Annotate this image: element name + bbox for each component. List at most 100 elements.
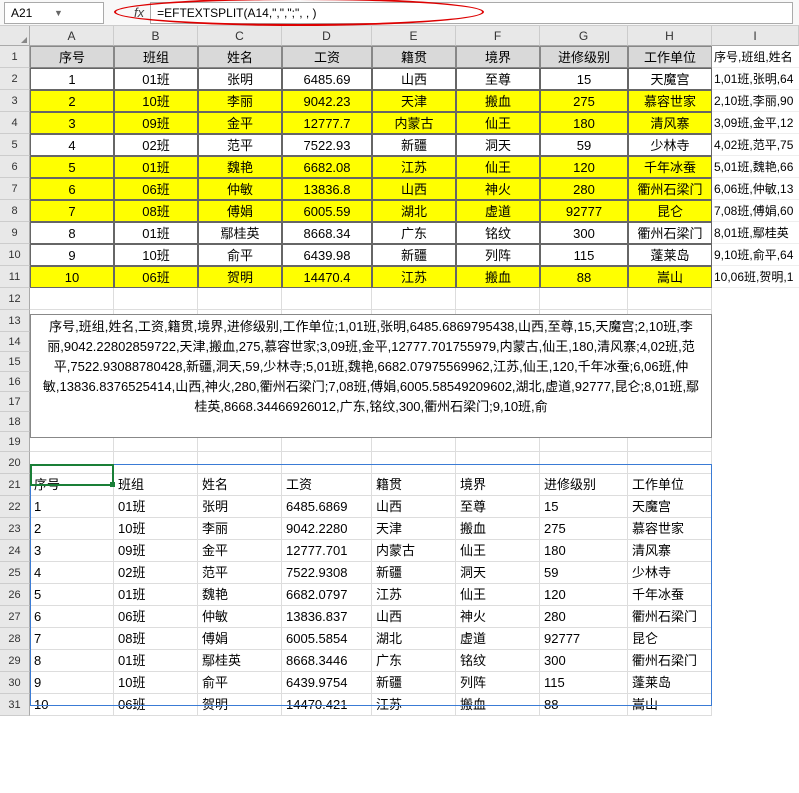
row-header[interactable]: 30 (0, 672, 30, 694)
cell[interactable]: 仙王 (456, 112, 540, 134)
cell[interactable]: 02班 (114, 562, 198, 584)
cell[interactable]: 工资 (282, 46, 372, 68)
cell[interactable]: 01班 (114, 68, 198, 90)
cell[interactable]: 搬血 (456, 266, 540, 288)
cell[interactable]: 傅娟 (198, 628, 282, 650)
cell[interactable]: 10班 (114, 90, 198, 112)
cell[interactable] (540, 288, 628, 310)
cell[interactable]: 2 (30, 90, 114, 112)
cell[interactable]: 神火 (456, 606, 540, 628)
cell[interactable]: 9042.23 (282, 90, 372, 112)
cell[interactable] (30, 288, 114, 310)
cell[interactable]: 92777 (540, 200, 628, 222)
overflow-cell[interactable]: 6,06班,仲敏,13 (712, 178, 799, 200)
cell[interactable]: 鄢桂英 (198, 222, 282, 244)
cell[interactable]: 02班 (114, 134, 198, 156)
cell[interactable]: 虚道 (456, 628, 540, 650)
overflow-cell[interactable]: 4,02班,范平,75 (712, 134, 799, 156)
cell[interactable]: 8 (30, 650, 114, 672)
cell[interactable]: 工作单位 (628, 46, 712, 68)
cell[interactable]: 300 (540, 222, 628, 244)
row-header[interactable]: 10 (0, 244, 30, 266)
cell[interactable]: 12777.701 (282, 540, 372, 562)
cell[interactable] (628, 288, 712, 310)
cell[interactable]: 山西 (372, 178, 456, 200)
cell[interactable]: 3 (30, 112, 114, 134)
cell[interactable]: 鄢桂英 (198, 650, 282, 672)
cell[interactable]: 金平 (198, 540, 282, 562)
cell[interactable]: 8 (30, 222, 114, 244)
cell[interactable]: 李丽 (198, 90, 282, 112)
cell[interactable]: 5 (30, 584, 114, 606)
cell[interactable]: 01班 (114, 156, 198, 178)
row-header[interactable]: 12 (0, 288, 30, 310)
cell[interactable]: 籍贯 (372, 474, 456, 496)
cell[interactable]: 10班 (114, 244, 198, 266)
cell[interactable]: 衢州石梁门 (628, 606, 712, 628)
cell[interactable] (456, 452, 540, 474)
cell[interactable]: 籍贯 (372, 46, 456, 68)
cell[interactable]: 清风寨 (628, 540, 712, 562)
cell[interactable]: 1 (30, 68, 114, 90)
cell[interactable]: 贺明 (198, 266, 282, 288)
cell[interactable]: 俞平 (198, 672, 282, 694)
cell[interactable]: 清风寨 (628, 112, 712, 134)
cell[interactable]: 慕容世家 (628, 518, 712, 540)
cell[interactable]: 虚道 (456, 200, 540, 222)
row-header[interactable]: 28 (0, 628, 30, 650)
cell[interactable]: 洞天 (456, 562, 540, 584)
cell[interactable]: 06班 (114, 606, 198, 628)
cell[interactable]: 180 (540, 540, 628, 562)
cell[interactable]: 115 (540, 672, 628, 694)
cell[interactable]: 6439.9754 (282, 672, 372, 694)
overflow-cell[interactable]: 序号,班组,姓名 (712, 46, 799, 68)
row-header[interactable]: 24 (0, 540, 30, 562)
cell[interactable]: 仙王 (456, 584, 540, 606)
cell[interactable]: 01班 (114, 222, 198, 244)
cell[interactable]: 江苏 (372, 584, 456, 606)
select-all-corner[interactable] (0, 26, 30, 46)
cell[interactable]: 120 (540, 156, 628, 178)
overflow-cell[interactable]: 5,01班,魏艳,66 (712, 156, 799, 178)
cell[interactable]: 88 (540, 694, 628, 716)
cell[interactable]: 13836.8 (282, 178, 372, 200)
column-header[interactable]: C (198, 26, 282, 46)
column-header[interactable]: A (30, 26, 114, 46)
cell[interactable]: 内蒙古 (372, 540, 456, 562)
cell[interactable]: 8668.34 (282, 222, 372, 244)
cell[interactable]: 张明 (198, 496, 282, 518)
cell[interactable]: 10 (30, 694, 114, 716)
cell[interactable]: 275 (540, 90, 628, 112)
cell[interactable]: 09班 (114, 540, 198, 562)
cell[interactable]: 115 (540, 244, 628, 266)
cell[interactable]: 2 (30, 518, 114, 540)
cell[interactable]: 08班 (114, 628, 198, 650)
cell[interactable]: 神火 (456, 178, 540, 200)
cell[interactable]: 慕容世家 (628, 90, 712, 112)
fx-icon[interactable]: fx (134, 5, 144, 20)
cell[interactable]: 衢州石梁门 (628, 650, 712, 672)
cell[interactable]: 至尊 (456, 68, 540, 90)
cell[interactable]: 12777.7 (282, 112, 372, 134)
merged-cell-a14[interactable]: 序号,班组,姓名,工资,籍贯,境界,进修级别,工作单位;1,01班,张明,648… (30, 314, 712, 438)
column-header[interactable]: E (372, 26, 456, 46)
cell[interactable]: 15 (540, 68, 628, 90)
row-header[interactable]: 23 (0, 518, 30, 540)
column-header[interactable]: B (114, 26, 198, 46)
cell[interactable]: 搬血 (456, 694, 540, 716)
cell[interactable]: 仙王 (456, 540, 540, 562)
cell[interactable]: 275 (540, 518, 628, 540)
row-header[interactable]: 20 (0, 452, 30, 474)
cell[interactable]: 傅娟 (198, 200, 282, 222)
cell[interactable]: 新疆 (372, 672, 456, 694)
cell[interactable]: 蓬莱岛 (628, 672, 712, 694)
formula-input[interactable]: =EFTEXTSPLIT(A14,",",";", , ) (150, 2, 793, 24)
cell[interactable]: 7 (30, 628, 114, 650)
cell[interactable]: 5 (30, 156, 114, 178)
row-header[interactable]: 13 (0, 310, 30, 332)
cell[interactable]: 6485.69 (282, 68, 372, 90)
column-header[interactable]: I (712, 26, 799, 46)
cell[interactable]: 进修级别 (540, 474, 628, 496)
cell[interactable] (282, 288, 372, 310)
cell[interactable] (114, 452, 198, 474)
